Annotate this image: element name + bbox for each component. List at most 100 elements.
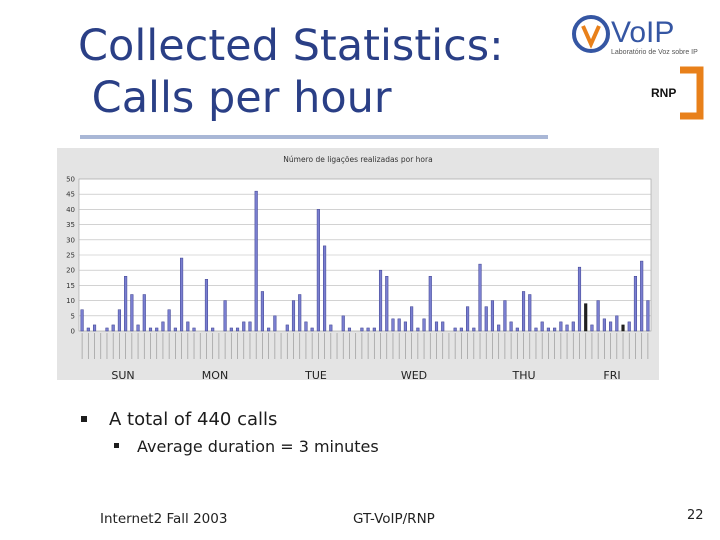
y-tick-label: 5 bbox=[71, 312, 75, 320]
bar bbox=[478, 263, 482, 332]
day-label-mon: MON bbox=[201, 369, 229, 382]
y-tick-label: 40 bbox=[66, 206, 75, 214]
bar bbox=[378, 269, 383, 332]
bar bbox=[80, 309, 84, 332]
slide-title: Collected Statistics: Calls per hour bbox=[78, 21, 504, 123]
bullet-marker bbox=[81, 416, 87, 422]
bar bbox=[410, 306, 414, 332]
rnp-logo: RNP bbox=[651, 66, 704, 120]
bar bbox=[161, 321, 165, 332]
bar bbox=[267, 327, 271, 332]
bar bbox=[403, 321, 407, 332]
bar bbox=[385, 276, 389, 332]
bar bbox=[148, 327, 153, 332]
bar bbox=[503, 300, 507, 332]
page-number: 22 bbox=[687, 508, 704, 523]
bar bbox=[416, 327, 420, 332]
bar bbox=[186, 321, 190, 332]
bar bbox=[248, 321, 252, 332]
y-tick-label: 50 bbox=[66, 176, 75, 184]
bar bbox=[167, 309, 171, 332]
bar bbox=[323, 245, 327, 332]
chart-svg: Número de ligações realizadas por hora 0… bbox=[66, 155, 652, 359]
bar bbox=[124, 276, 128, 332]
bar bbox=[640, 260, 644, 332]
calls-per-hour-chart: Número de ligações realizadas por hora 0… bbox=[57, 148, 659, 380]
title-underline bbox=[80, 135, 548, 139]
bar bbox=[86, 327, 90, 332]
bar bbox=[633, 276, 638, 332]
bar bbox=[621, 324, 625, 332]
bar bbox=[453, 327, 457, 332]
bar bbox=[360, 327, 364, 332]
bar bbox=[235, 327, 240, 332]
bar bbox=[254, 190, 258, 332]
day-label-sun: SUN bbox=[111, 369, 135, 382]
bar bbox=[391, 318, 395, 332]
day-label-tue: TUE bbox=[305, 369, 327, 382]
bar bbox=[590, 324, 594, 332]
bar bbox=[596, 300, 600, 332]
bar bbox=[329, 324, 333, 332]
bar bbox=[341, 315, 345, 332]
bar bbox=[609, 321, 613, 332]
bar bbox=[242, 321, 246, 332]
bar bbox=[584, 303, 588, 332]
sub-bullet-marker bbox=[114, 443, 119, 448]
day-label-wed: WED bbox=[400, 369, 428, 382]
y-tick-label: 10 bbox=[66, 297, 75, 305]
bar bbox=[372, 327, 376, 332]
footer-left: Internet2 Fall 2003 bbox=[100, 511, 228, 527]
bullet-total-calls: A total of 440 calls bbox=[109, 409, 278, 430]
bar bbox=[459, 327, 463, 332]
bar bbox=[497, 324, 501, 332]
bar bbox=[117, 309, 121, 332]
bar bbox=[466, 306, 470, 332]
y-tick-label: 0 bbox=[71, 328, 75, 336]
bar bbox=[260, 291, 264, 332]
sub-bullet-average-duration: Average duration = 3 minutes bbox=[137, 437, 379, 456]
bar bbox=[571, 321, 575, 332]
bar bbox=[646, 300, 650, 332]
bar bbox=[509, 321, 513, 332]
bar bbox=[472, 327, 476, 332]
bar bbox=[521, 291, 526, 332]
y-tick-label: 45 bbox=[66, 191, 75, 199]
bar bbox=[602, 318, 606, 332]
bar bbox=[229, 327, 233, 332]
bar bbox=[173, 327, 177, 332]
bar bbox=[130, 294, 134, 332]
bar bbox=[559, 321, 563, 332]
voip-logo: VoIP Laboratório de Voz sobre IP bbox=[572, 15, 698, 56]
chart-title: Número de ligações realizadas por hora bbox=[283, 155, 432, 164]
voip-logo-text: VoIP bbox=[611, 16, 674, 49]
day-label-fri: FRI bbox=[603, 369, 621, 382]
y-tick-label: 15 bbox=[66, 282, 75, 290]
bar bbox=[111, 324, 115, 332]
bar bbox=[211, 327, 215, 332]
bar bbox=[428, 276, 432, 332]
bar bbox=[627, 321, 631, 332]
footer-center: GT-VoIP/RNP bbox=[353, 511, 435, 527]
bar bbox=[92, 324, 97, 332]
bar bbox=[515, 327, 519, 332]
bar bbox=[546, 327, 550, 332]
bar bbox=[316, 209, 320, 332]
voip-logo-tagline: Laboratório de Voz sobre IP bbox=[611, 49, 698, 56]
bar bbox=[534, 327, 538, 332]
bar bbox=[484, 306, 488, 332]
bar bbox=[155, 327, 159, 332]
bar bbox=[304, 321, 308, 332]
rnp-logo-text: RNP bbox=[651, 86, 676, 100]
bar bbox=[397, 318, 401, 332]
y-tick-label: 25 bbox=[66, 252, 75, 260]
bar bbox=[577, 266, 582, 332]
bar bbox=[540, 321, 544, 332]
bar bbox=[273, 315, 277, 332]
bar bbox=[204, 279, 209, 332]
y-tick-label: 30 bbox=[66, 236, 75, 244]
bar bbox=[192, 327, 196, 332]
bar bbox=[291, 300, 296, 332]
bar bbox=[105, 327, 109, 332]
bar bbox=[434, 321, 439, 332]
